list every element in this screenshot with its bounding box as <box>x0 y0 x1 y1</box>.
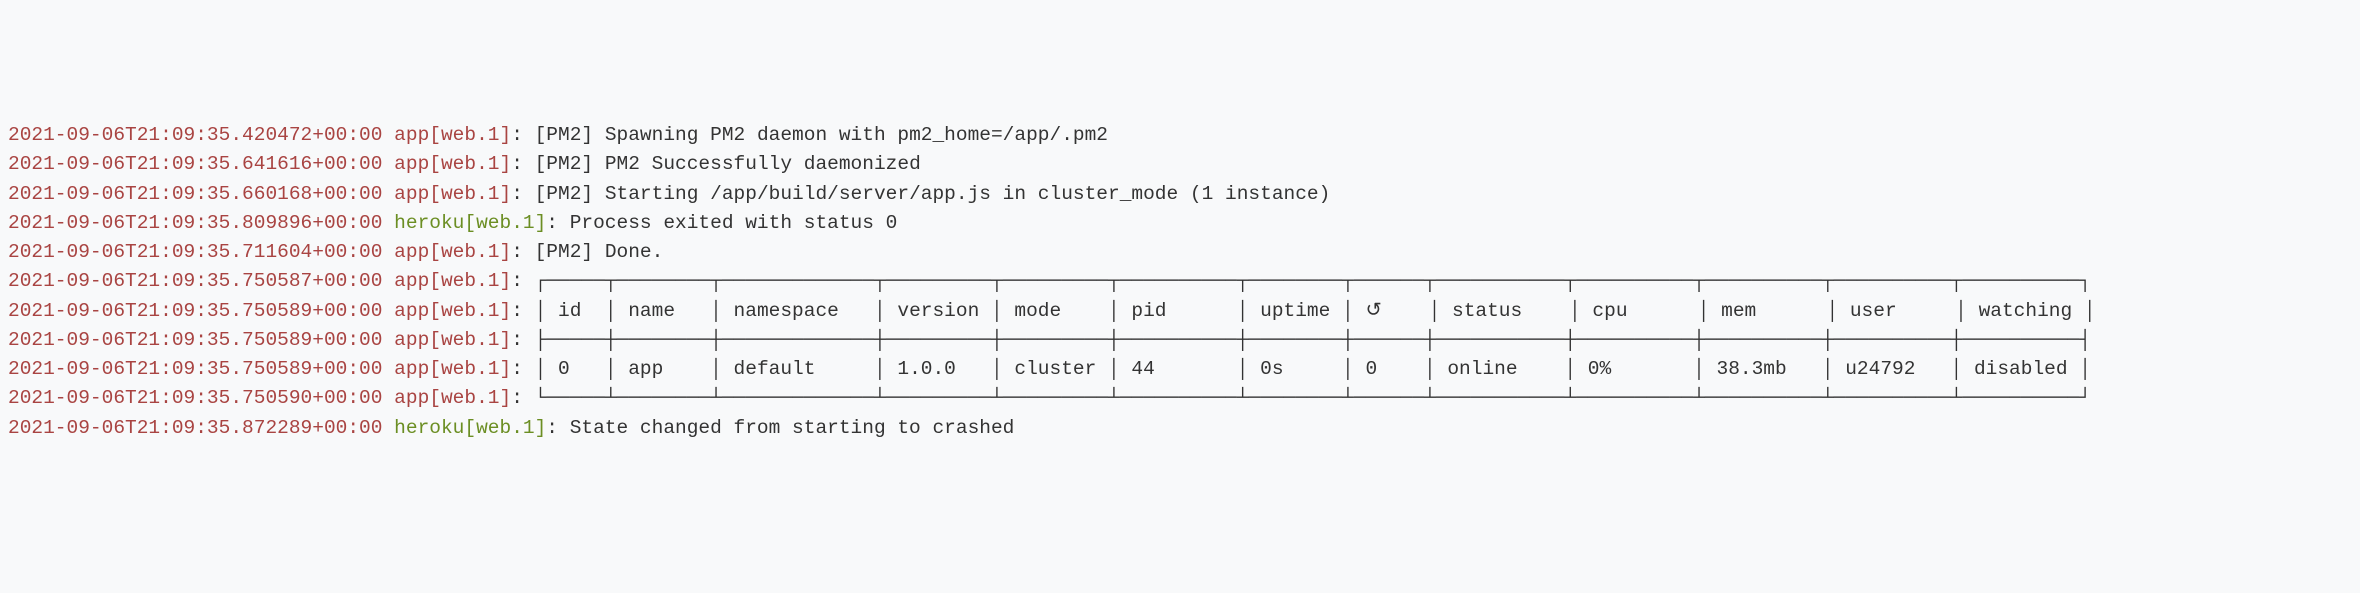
log-source: app[web.1] <box>394 329 511 351</box>
log-line: 2021-09-06T21:09:35.750589+00:00 app[web… <box>8 355 2352 384</box>
log-timestamp: 2021-09-06T21:09:35.750589+00:00 <box>8 329 382 351</box>
log-line: 2021-09-06T21:09:35.660168+00:00 app[web… <box>8 180 2352 209</box>
log-output: 2021-09-06T21:09:35.420472+00:00 app[web… <box>8 121 2352 443</box>
log-source: app[web.1] <box>394 183 511 205</box>
log-message: [PM2] PM2 Successfully daemonized <box>535 153 921 175</box>
log-timestamp: 2021-09-06T21:09:35.809896+00:00 <box>8 212 382 234</box>
log-message: └─────┴────────┴─────────────┴─────────┴… <box>535 387 2091 409</box>
log-separator: : <box>511 153 534 175</box>
log-separator: : <box>511 387 534 409</box>
log-separator: : <box>546 417 569 439</box>
log-timestamp: 2021-09-06T21:09:35.641616+00:00 <box>8 153 382 175</box>
log-line: 2021-09-06T21:09:35.420472+00:00 app[web… <box>8 121 2352 150</box>
log-message: State changed from starting to crashed <box>570 417 1015 439</box>
log-message: │ 0 │ app │ default │ 1.0.0 │ cluster │ … <box>535 358 2091 380</box>
log-separator: : <box>511 329 534 351</box>
log-source: app[web.1] <box>394 358 511 380</box>
log-source: app[web.1] <box>394 300 511 322</box>
log-timestamp: 2021-09-06T21:09:35.750589+00:00 <box>8 300 382 322</box>
log-separator: : <box>511 300 534 322</box>
log-line: 2021-09-06T21:09:35.750587+00:00 app[web… <box>8 267 2352 296</box>
log-message: ├─────┼────────┼─────────────┼─────────┼… <box>535 329 2091 351</box>
log-line: 2021-09-06T21:09:35.750590+00:00 app[web… <box>8 384 2352 413</box>
log-source: app[web.1] <box>394 153 511 175</box>
log-source: app[web.1] <box>394 270 511 292</box>
log-separator: : <box>511 358 534 380</box>
log-message: [PM2] Spawning PM2 daemon with pm2_home=… <box>535 124 1108 146</box>
log-source: app[web.1] <box>394 387 511 409</box>
log-separator: : <box>511 124 534 146</box>
log-source: heroku[web.1] <box>394 417 546 439</box>
log-timestamp: 2021-09-06T21:09:35.711604+00:00 <box>8 241 382 263</box>
log-line: 2021-09-06T21:09:35.641616+00:00 app[web… <box>8 150 2352 179</box>
log-timestamp: 2021-09-06T21:09:35.750589+00:00 <box>8 358 382 380</box>
log-separator: : <box>546 212 569 234</box>
log-separator: : <box>511 270 534 292</box>
log-timestamp: 2021-09-06T21:09:35.660168+00:00 <box>8 183 382 205</box>
log-message: [PM2] Starting /app/build/server/app.js … <box>535 183 1331 205</box>
log-timestamp: 2021-09-06T21:09:35.420472+00:00 <box>8 124 382 146</box>
log-separator: : <box>511 183 534 205</box>
log-timestamp: 2021-09-06T21:09:35.750587+00:00 <box>8 270 382 292</box>
log-line: 2021-09-06T21:09:35.809896+00:00 heroku[… <box>8 209 2352 238</box>
log-line: 2021-09-06T21:09:35.711604+00:00 app[web… <box>8 238 2352 267</box>
log-source: heroku[web.1] <box>394 212 546 234</box>
log-source: app[web.1] <box>394 124 511 146</box>
log-timestamp: 2021-09-06T21:09:35.750590+00:00 <box>8 387 382 409</box>
log-source: app[web.1] <box>394 241 511 263</box>
log-separator: : <box>511 241 534 263</box>
log-line: 2021-09-06T21:09:35.750589+00:00 app[web… <box>8 297 2352 326</box>
log-timestamp: 2021-09-06T21:09:35.872289+00:00 <box>8 417 382 439</box>
log-message: Process exited with status 0 <box>570 212 898 234</box>
log-line: 2021-09-06T21:09:35.750589+00:00 app[web… <box>8 326 2352 355</box>
log-line: 2021-09-06T21:09:35.872289+00:00 heroku[… <box>8 414 2352 443</box>
log-message: ┌─────┬────────┬─────────────┬─────────┬… <box>535 270 2091 292</box>
log-message: [PM2] Done. <box>535 241 664 263</box>
log-message: │ id │ name │ namespace │ version │ mode… <box>535 300 2096 322</box>
